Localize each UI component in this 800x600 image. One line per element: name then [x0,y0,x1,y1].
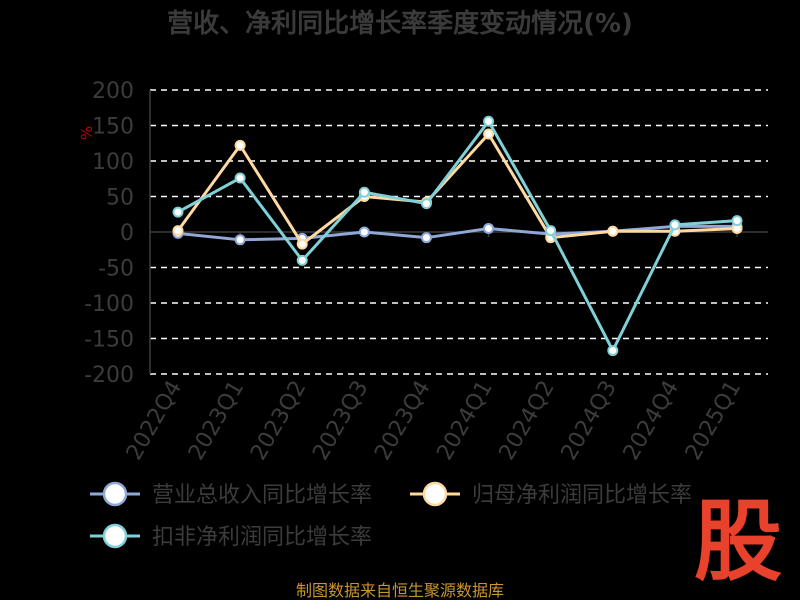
y-tick-label: 50 [106,186,134,211]
data-point [420,232,432,244]
x-tick-labels: 2022Q42023Q12023Q22023Q32023Q42024Q12024… [122,376,746,464]
watermark-logo: 股 [694,490,782,593]
data-point [296,238,308,250]
data-point [731,215,743,227]
data-point [607,225,619,237]
data-point [234,234,246,246]
series-lines [172,115,743,357]
grid-lines [150,89,768,375]
series-line [177,119,738,353]
y-tick-label: -200 [84,363,134,388]
data-point [172,225,184,237]
data-point [420,198,432,210]
data-point [483,128,495,140]
legend-swatch-marker [102,481,128,507]
x-tick-label: 2023Q3 [308,377,373,465]
x-tick-label: 2025Q1 [681,377,746,465]
x-tick-label: 2024Q3 [557,377,622,465]
y-tick-label: 150 [92,115,134,140]
y-tick-label: -50 [98,257,134,282]
data-source-note: 制图数据来自恒生聚源数据库 [296,581,504,600]
y-tick-label: 100 [92,150,134,175]
data-point [483,115,495,127]
data-point [545,225,557,237]
legend-swatch-marker [422,481,448,507]
legend-label: 营业总收入同比增长率 [152,483,372,508]
data-point [358,186,370,198]
y-tick-label: -100 [84,292,134,317]
data-point [172,206,184,218]
y-axis-label: % [78,126,96,140]
y-tick-labels: 200 150 100 50 0 -50 -100 -150 -200 [84,79,134,388]
data-point [358,226,370,238]
x-tick-label: 2024Q1 [432,377,497,465]
series-line [177,224,738,242]
data-point [296,254,308,266]
data-point [669,219,681,231]
data-point [234,139,246,151]
x-tick-label: 2024Q2 [495,377,560,465]
data-point [483,222,495,234]
chart-title: 营收、净利同比增长率季度变动情况(%) [167,8,633,39]
x-tick-label: 2024Q4 [619,377,684,465]
legend-swatch-marker [102,523,128,549]
x-tick-label: 2023Q4 [370,376,435,464]
legend-label: 扣非净利润同比增长率 [152,525,372,550]
x-tick-label: 2023Q2 [246,377,311,465]
x-tick-label: 2023Q1 [184,377,249,465]
y-tick-label: -150 [84,328,134,353]
legend-label: 归母净利润同比增长率 [472,483,692,508]
y-tick-label: 0 [120,221,134,246]
data-point [234,172,246,184]
data-point [607,345,619,357]
x-tick-label: 2022Q4 [122,377,187,465]
y-tick-label: 200 [92,79,134,104]
series-line [176,132,738,246]
